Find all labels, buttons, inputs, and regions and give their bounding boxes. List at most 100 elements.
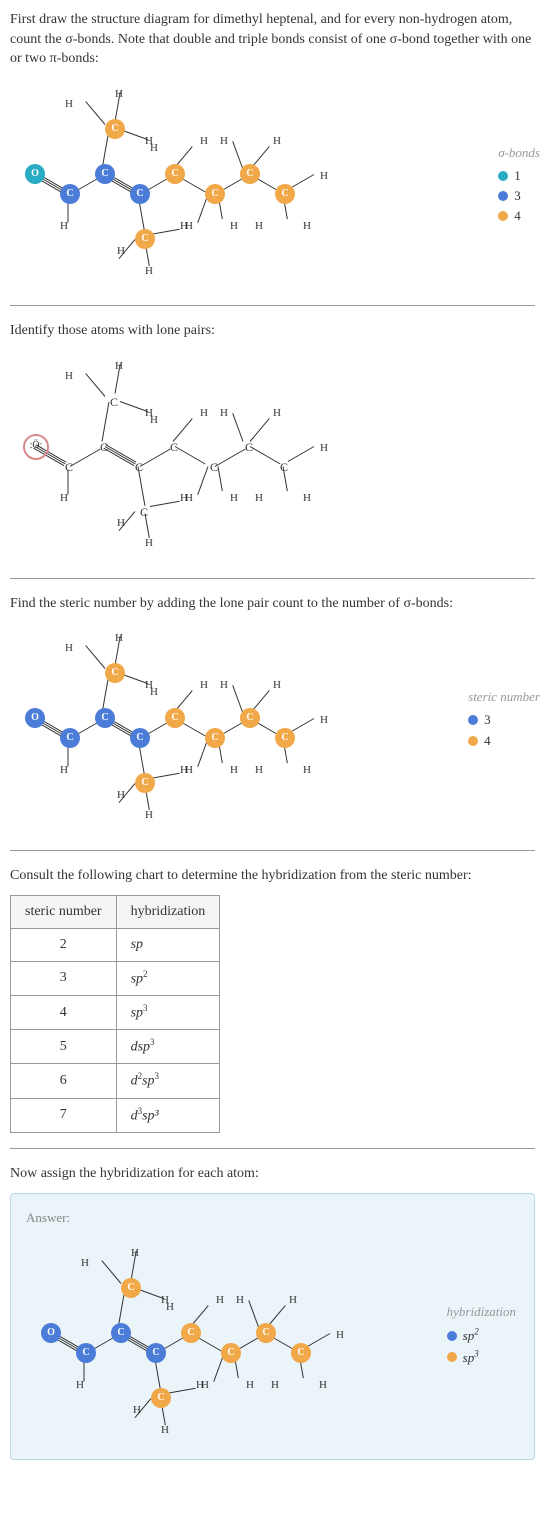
hydrogen-atom: H <box>271 1378 279 1393</box>
hydrogen-atom: H <box>220 678 228 693</box>
steric-number-diagram: HHHHHHHHHHHHHHHHOCCCCCCCCC steric number… <box>10 623 535 851</box>
table-header: hybridization <box>116 896 220 929</box>
c-atom: C <box>121 1278 141 1298</box>
hydrogen-atom: H <box>185 219 193 234</box>
hydrogen-atom: H <box>76 1378 84 1393</box>
hybridization-legend: hybridization sp2sp3 <box>447 1303 516 1369</box>
hydrogen-atom: H <box>185 491 193 506</box>
hydrogen-atom: H <box>216 1293 224 1308</box>
c-atom: C <box>135 773 155 793</box>
c-atom: C <box>110 394 118 411</box>
hydrogen-atom: H <box>65 641 73 656</box>
o-atom: O <box>41 1323 61 1343</box>
answer-label: Answer: <box>26 1209 519 1227</box>
sigma-legend: σ-bonds 134 <box>498 144 540 228</box>
c-atom: C <box>130 728 150 748</box>
hydrogen-atom: H <box>200 678 208 693</box>
table-row: 6d2sp3 <box>11 1064 220 1098</box>
hydrogen-atom: H <box>320 169 328 184</box>
c-atom: C <box>111 1323 131 1343</box>
section5-text: Now assign the hybridization for each at… <box>10 1164 535 1184</box>
section4-text: Consult the following chart to determine… <box>10 866 535 886</box>
c-atom: C <box>245 439 253 456</box>
hydrogen-atom: H <box>200 134 208 149</box>
table-row: 7d3sp³ <box>11 1098 220 1132</box>
hydrogen-atom: H <box>220 406 228 421</box>
hydrogen-atom: H <box>246 1378 254 1393</box>
c-atom: C <box>165 164 185 184</box>
hydrogen-atom: H <box>200 406 208 421</box>
c-atom: C <box>205 184 225 204</box>
hydrogen-atom: H <box>255 491 263 506</box>
c-atom: C <box>60 184 80 204</box>
hydrogen-atom: H <box>115 359 123 374</box>
c-atom: C <box>240 164 260 184</box>
hydrogen-atom: H <box>60 763 68 778</box>
intro-text: First draw the structure diagram for dim… <box>10 10 535 69</box>
c-atom: C <box>146 1343 166 1363</box>
answer-box: Answer: HHHHHHHHHHHHHHHHOCCCCCCCCC hybri… <box>10 1193 535 1460</box>
hydrogen-atom: H <box>115 631 123 646</box>
hydrogen-atom: H <box>273 134 281 149</box>
hydrogen-atom: H <box>230 219 238 234</box>
hydrogen-atom: H <box>117 788 125 803</box>
lone-pairs-diagram: HHHHHHHHHHHHHHHHCCCCCCCCC:Ö: <box>10 351 535 579</box>
c-atom: C <box>105 119 125 139</box>
hydrogen-atom: H <box>236 1293 244 1308</box>
legend-item: sp3 <box>447 1347 516 1367</box>
hydrogen-atom: H <box>60 491 68 506</box>
hydrogen-atom: H <box>255 763 263 778</box>
c-atom: C <box>151 1388 171 1408</box>
legend-item: sp2 <box>447 1326 516 1346</box>
c-atom: C <box>105 663 125 683</box>
c-atom: C <box>60 728 80 748</box>
hydrogen-atom: H <box>336 1328 344 1343</box>
hydrogen-atom: H <box>303 219 311 234</box>
legend-item: 3 <box>498 187 540 205</box>
c-atom: C <box>181 1323 201 1343</box>
hydrogen-atom: H <box>150 685 158 700</box>
legend-title: hybridization <box>447 1303 516 1321</box>
hydrogen-atom: H <box>145 264 153 279</box>
hydrogen-atom: H <box>150 413 158 428</box>
hydrogen-atom: H <box>117 244 125 259</box>
hydrogen-atom: H <box>255 219 263 234</box>
hydrogen-atom: H <box>161 1423 169 1438</box>
c-atom: C <box>280 459 288 476</box>
section3-text: Find the steric number by adding the lon… <box>10 594 535 614</box>
section2-text: Identify those atoms with lone pairs: <box>10 321 535 341</box>
c-atom: C <box>170 439 178 456</box>
table-row: 4sp3 <box>11 995 220 1029</box>
hydrogen-atom: H <box>273 406 281 421</box>
c-atom: C <box>205 728 225 748</box>
legend-item: 1 <box>498 167 540 185</box>
hydrogen-atom: H <box>133 1403 141 1418</box>
o-atom: O <box>25 164 45 184</box>
hydrogen-atom: H <box>65 369 73 384</box>
oxygen-lone-pair: :Ö: <box>23 434 49 460</box>
legend-item: 3 <box>468 711 540 729</box>
hydrogen-atom: H <box>145 808 153 823</box>
steric-legend: steric number 34 <box>468 688 540 752</box>
hydrogen-atom: H <box>320 441 328 456</box>
hydrogen-atom: H <box>185 763 193 778</box>
hydrogen-atom: H <box>289 1293 297 1308</box>
c-atom: C <box>100 439 108 456</box>
table-row: 3sp2 <box>11 961 220 995</box>
hydrogen-atom: H <box>81 1256 89 1271</box>
hydrogen-atom: H <box>303 763 311 778</box>
c-atom: C <box>221 1343 241 1363</box>
sigma-bonds-diagram: HHHHHHHHHHHHHHHHOCCCCCCCCC σ-bonds 134 <box>10 79 535 307</box>
c-atom: C <box>256 1323 276 1343</box>
c-atom: C <box>135 459 143 476</box>
hydrogen-atom: H <box>117 516 125 531</box>
hydrogen-atom: H <box>60 219 68 234</box>
hydrogen-atom: H <box>145 536 153 551</box>
legend-title: σ-bonds <box>498 144 540 162</box>
legend-title: steric number <box>468 688 540 706</box>
hydrogen-atom: H <box>319 1378 327 1393</box>
hybridization-table: steric numberhybridization 2sp3sp24sp35d… <box>10 895 220 1132</box>
hydrogen-atom: H <box>220 134 228 149</box>
hydrogen-atom: H <box>320 713 328 728</box>
c-atom: C <box>135 229 155 249</box>
